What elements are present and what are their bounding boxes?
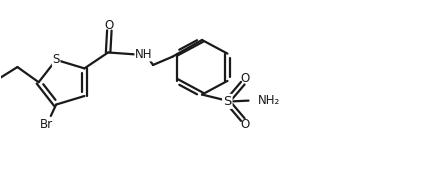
Text: NH₂: NH₂: [258, 94, 280, 107]
Text: S: S: [52, 53, 60, 66]
Text: O: O: [240, 118, 249, 131]
Text: O: O: [105, 19, 114, 32]
Text: S: S: [223, 95, 231, 108]
Text: O: O: [240, 72, 249, 85]
Text: NH: NH: [135, 48, 153, 61]
Text: Br: Br: [40, 118, 53, 131]
